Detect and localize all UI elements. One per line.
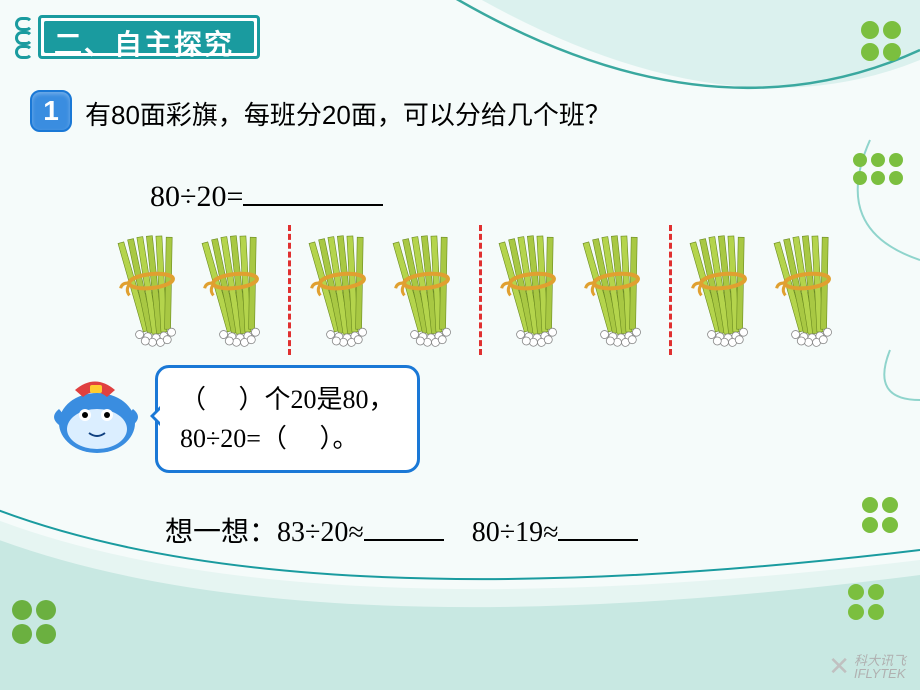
stick-bundle-icon [388,231,466,349]
stick-bundle-icon [494,231,572,349]
equation-blank[interactable] [243,180,383,206]
bundle-group [672,225,860,355]
think-eq2: 80÷19≈ [472,517,559,548]
speech-line-2: 80÷20=（ ）。 [180,419,395,458]
stick-bundle-icon [197,231,275,349]
question-text: 有80面彩旗，每班分20面，可以分给几个班？ [85,95,611,132]
footer-logo: ✕ 科大讯飞 IFLYTEK [828,651,906,682]
stick-bundle-icon [578,231,656,349]
problem-number-badge: 1 [30,90,72,132]
footer-cn: 科大讯飞 [854,654,906,667]
bundle-illustration [100,225,860,355]
equation-left: 80÷20= [150,180,243,213]
stick-bundle-icon [769,231,847,349]
stick-bundle-icon [113,231,191,349]
think-prefix: 想一想： [165,517,277,548]
section-title-banner: 二、自主探究 [10,15,260,59]
think-eq1: 83÷20≈ [277,517,364,548]
equation-line: 80÷20= [150,180,383,214]
stick-bundle-icon [685,231,763,349]
bundle-group [291,225,482,355]
bundle-group [100,225,291,355]
speech-line-1: （ ）个20是80， [180,380,395,419]
speech-bubble: （ ）个20是80， 80÷20=（ ）。 [155,365,420,473]
think-blank-1[interactable] [364,517,444,541]
binder-rings-icon [10,15,38,59]
logo-mark-icon: ✕ [828,651,850,682]
bundle-group [482,225,673,355]
dolphin-mascot-icon [45,365,145,460]
think-blank-2[interactable] [558,517,638,541]
section-title: 二、自主探究 [44,21,254,53]
think-line: 想一想：83÷20≈ 80÷19≈ [165,510,638,550]
footer-en: IFLYTEK [854,667,906,680]
stick-bundle-icon [304,231,382,349]
hint-area: （ ）个20是80， 80÷20=（ ）。 [45,365,420,473]
